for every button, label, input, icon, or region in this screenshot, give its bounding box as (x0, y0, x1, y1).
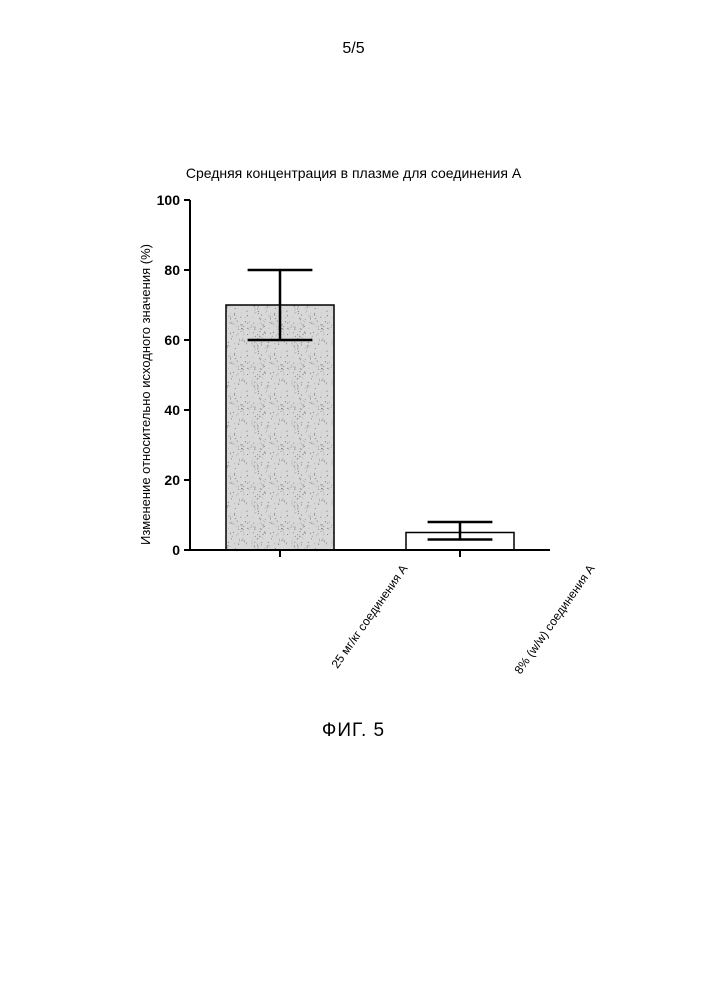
svg-text:80: 80 (164, 262, 180, 278)
page-number: 5/5 (0, 40, 707, 58)
bar-chart: 0 20 40 60 80 100 (130, 190, 580, 570)
figure-label: ФИГ. 5 (0, 720, 707, 742)
chart-title: Средняя концентрация в плазме для соедин… (0, 165, 707, 181)
svg-text:40: 40 (164, 402, 180, 418)
svg-text:0: 0 (172, 542, 180, 558)
svg-text:60: 60 (164, 332, 180, 348)
chart-container: 0 20 40 60 80 100 Изменение относительно исхо… (130, 190, 580, 640)
x-axis-label: 25 мг/кг соединения А (328, 562, 410, 671)
svg-text:20: 20 (164, 472, 180, 488)
svg-text:100: 100 (157, 192, 181, 208)
y-axis-label: Изменение относительно исходного значени… (138, 244, 153, 545)
x-axis-label: 8% (w/w) соединения А (511, 562, 597, 677)
